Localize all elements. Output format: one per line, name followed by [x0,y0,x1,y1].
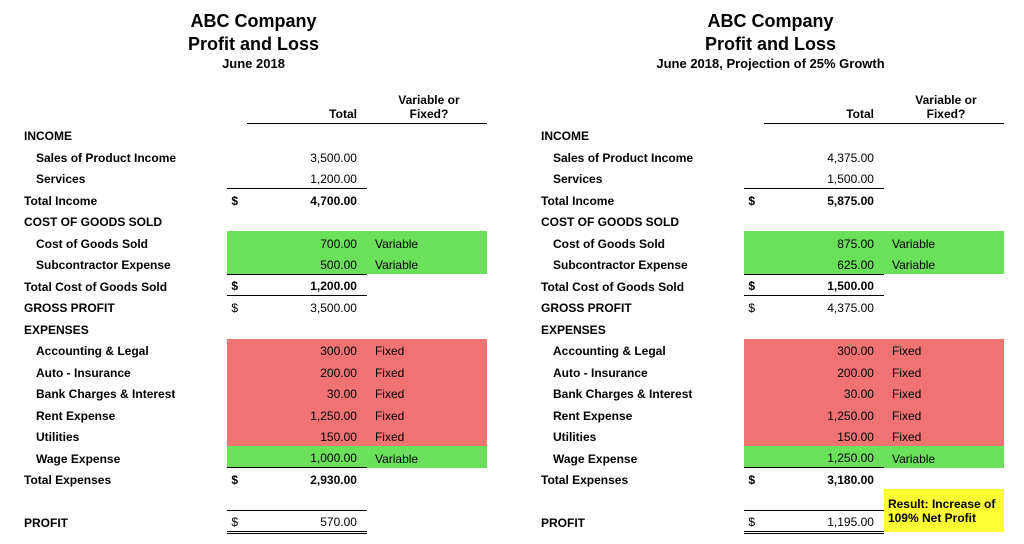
row-label: Subcontractor Expense [20,253,227,275]
colhead-total: Total [247,91,367,124]
section-expenses: EXPENSES [20,317,227,339]
pl-table-right: Total Variable or Fixed? INCOME Sales of… [537,91,1004,534]
pl-table-left: Total Variable or Fixed? INCOME Sales of… [20,91,487,534]
colhead-vf: Variable or Fixed? [367,91,487,124]
panels: ABC Company Profit and Loss June 2018 To… [20,10,1004,534]
row-amt: 1,200.00 [247,167,367,189]
row-amt: 3,500.00 [247,145,367,167]
report-name: Profit and Loss [537,33,1004,56]
row-label: Total Income [20,188,227,210]
section-gross: GROSS PROFIT [20,296,227,318]
row-label: Sales of Product Income [20,145,227,167]
company-name: ABC Company [20,10,487,33]
result-note: Result: Increase of 109% Net Profit [884,489,1004,532]
colhead-vf: Variable or Fixed? [884,91,1004,124]
title-right: ABC Company Profit and Loss June 2018, P… [537,10,1004,73]
panel-right: ABC Company Profit and Loss June 2018, P… [537,10,1004,534]
title-left: ABC Company Profit and Loss June 2018 [20,10,487,73]
section-cogs: COST OF GOODS SOLD [20,210,227,232]
period: June 2018 [20,55,487,73]
row-label: Cost of Goods Sold [20,231,227,253]
row-label: Services [20,167,227,189]
panel-left: ABC Company Profit and Loss June 2018 To… [20,10,487,534]
report-name: Profit and Loss [20,33,487,56]
period: June 2018, Projection of 25% Growth [537,55,1004,73]
row-label: Total Cost of Goods Sold [20,274,227,296]
colhead-total: Total [764,91,884,124]
section-profit: PROFIT [20,511,227,533]
section-income: INCOME [20,124,227,146]
company-name: ABC Company [537,10,1004,33]
